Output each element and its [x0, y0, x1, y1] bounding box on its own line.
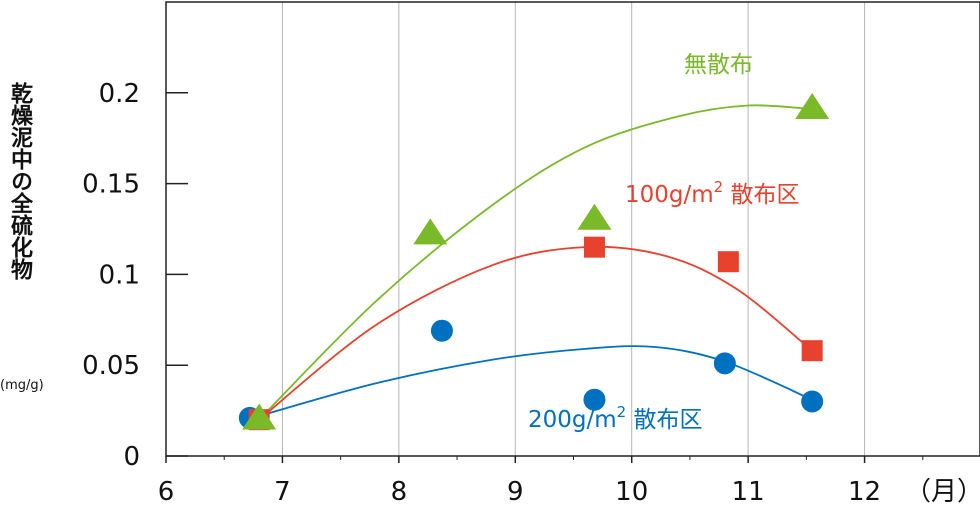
- point-square: [583, 236, 605, 258]
- point-triangle: [413, 218, 448, 245]
- trend-line-triangle: [258, 104, 813, 421]
- legend-label-200g: 200g/m2 散布区: [528, 403, 703, 433]
- point-circle: [583, 388, 606, 411]
- data-points: [238, 93, 830, 431]
- legend-label-100g-sup: 2: [714, 178, 724, 196]
- y-axis-unit: (mg/g): [0, 378, 44, 393]
- y-tick-label: 0.05: [82, 351, 140, 381]
- legend-label-100g-suffix: 散布区: [723, 182, 799, 208]
- y-tick-label: 0.15: [82, 170, 140, 200]
- y-tick-label: 0: [123, 442, 140, 472]
- legend-label-100g-main: 100g/m: [625, 182, 714, 208]
- y-axis-label: 乾燥泥中の全硫化物: [7, 82, 32, 280]
- point-triangle: [577, 203, 612, 230]
- point-circle: [430, 319, 453, 342]
- point-triangle: [795, 93, 830, 120]
- x-tick-label: 6: [158, 477, 175, 505]
- x-tick-label: 12: [848, 477, 881, 505]
- x-tick-label: 7: [274, 477, 291, 505]
- x-tick-label: 11: [732, 477, 765, 505]
- x-ticks: 6 7 8 9 10 11 12: [158, 456, 924, 505]
- grid-lines: [281, 2, 866, 456]
- plot-frame: [165, 1, 980, 457]
- point-circle: [713, 352, 736, 375]
- x-tick-label: 10: [615, 477, 648, 505]
- y-tick-label: 0.1: [99, 260, 140, 290]
- y-tick-label: 0.2: [99, 79, 140, 109]
- legend-label-100g: 100g/m2 散布区: [625, 178, 800, 208]
- legend-label-200g-suffix: 散布区: [626, 407, 702, 433]
- x-tick-label: 9: [507, 477, 524, 505]
- point-circle: [801, 390, 824, 413]
- x-unit-label: （月）: [905, 477, 980, 505]
- x-tick-label: 8: [391, 477, 408, 505]
- y-ticks: 0 0.05 0.1 0.15 0.2: [82, 79, 188, 472]
- point-square: [801, 340, 823, 362]
- legend-label-no-spray: 無散布: [684, 52, 753, 78]
- legend-label-200g-sup: 2: [617, 403, 627, 421]
- legend-label-200g-main: 200g/m: [528, 407, 617, 433]
- point-square: [717, 251, 739, 273]
- trend-line-square: [258, 245, 813, 421]
- point-triangle: [242, 403, 277, 430]
